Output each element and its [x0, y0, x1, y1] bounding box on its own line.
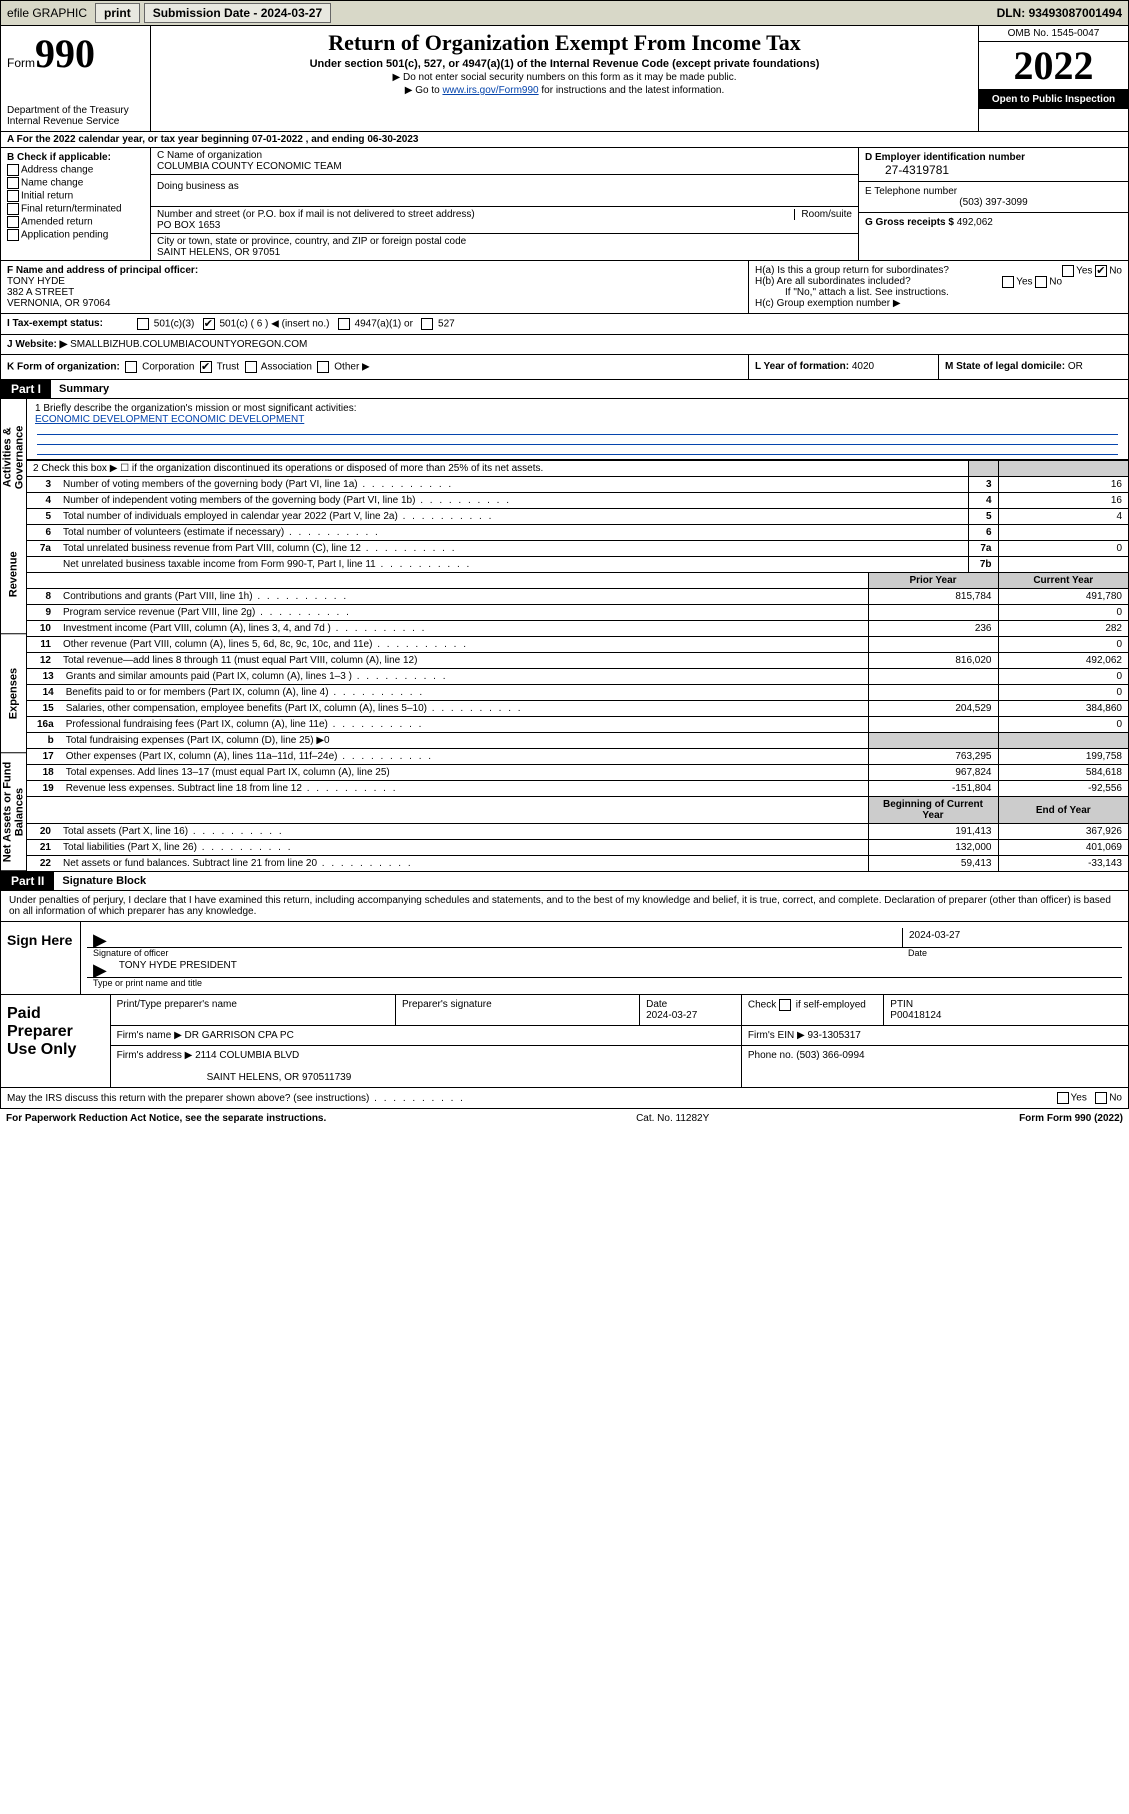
cb-name-change[interactable]: Name change — [7, 177, 144, 189]
firm-ein: 93-1305317 — [807, 1030, 860, 1041]
revenue-table: Prior YearCurrent Year 8Contributions an… — [27, 572, 1128, 668]
block-bcd: B Check if applicable: Address change Na… — [0, 148, 1129, 261]
cb-initial-return[interactable]: Initial return — [7, 190, 144, 202]
side-tabs: Activities & Governance Revenue Expenses… — [1, 399, 27, 871]
tab-net-assets: Net Assets or Fund Balances — [1, 753, 26, 871]
ptin-value: P00418124 — [890, 1010, 941, 1021]
line-a: A For the 2022 calendar year, or tax yea… — [0, 132, 1129, 148]
tab-expenses: Expenses — [1, 635, 26, 753]
form-header: Form990 Department of the Treasury Inter… — [0, 26, 1129, 132]
cb-final-return[interactable]: Final return/terminated — [7, 203, 144, 215]
col-d: D Employer identification number 27-4319… — [858, 148, 1128, 260]
telephone-value: (503) 397-3099 — [865, 197, 1122, 208]
row-klm: K Form of organization: Corporation Trus… — [0, 355, 1129, 380]
part1-header: Part I Summary — [0, 380, 1129, 399]
sign-here-label: Sign Here — [1, 922, 81, 994]
signature-block: Under penalties of perjury, I declare th… — [0, 891, 1129, 995]
top-bar: efile GRAPHIC print Submission Date - 20… — [0, 0, 1129, 26]
principal-officer: F Name and address of principal officer:… — [1, 261, 748, 313]
col-c: C Name of organization COLUMBIA COUNTY E… — [151, 148, 1128, 260]
signature-arrow-icon: ▶ — [87, 928, 113, 947]
net-assets-table: Beginning of Current YearEnd of Year 20T… — [27, 796, 1128, 871]
dln-label: DLN: 93493087001494 — [991, 4, 1128, 22]
page-footer: For Paperwork Reduction Act Notice, see … — [0, 1109, 1129, 1128]
org-city: SAINT HELENS, OR 97051 — [157, 247, 280, 258]
firm-name: DR GARRISON CPA PC — [185, 1030, 294, 1041]
header-left: Form990 Department of the Treasury Inter… — [1, 26, 151, 131]
row-j: J Website: ▶ SMALLBIZHUB.COLUMBIACOUNTYO… — [0, 335, 1129, 355]
mission-block: 1 Briefly describe the organization's mi… — [27, 399, 1128, 460]
row-fh: F Name and address of principal officer:… — [0, 261, 1129, 314]
omb-number: OMB No. 1545-0047 — [979, 26, 1128, 42]
form-title: Return of Organization Exempt From Incom… — [157, 30, 972, 56]
org-name: COLUMBIA COUNTY ECONOMIC TEAM — [157, 161, 852, 172]
cb-address-change[interactable]: Address change — [7, 164, 144, 176]
print-button[interactable]: print — [95, 3, 140, 23]
paid-preparer-block: Paid Preparer Use Only Print/Type prepar… — [0, 995, 1129, 1088]
tax-year: 2022 — [979, 42, 1128, 90]
ein-value: 27-4319781 — [865, 163, 1122, 177]
tab-revenue: Revenue — [1, 516, 26, 634]
governance-table: 2 Check this box ▶ ☐ if the organization… — [27, 460, 1128, 572]
group-return-block: H(a) Is this a group return for subordin… — [748, 261, 1128, 313]
header-title-block: Return of Organization Exempt From Incom… — [151, 26, 978, 131]
cb-discuss-no[interactable] — [1095, 1092, 1107, 1104]
tab-activities: Activities & Governance — [1, 399, 26, 516]
signature-date: 2024-03-27 — [902, 928, 1122, 947]
gross-receipts: 492,062 — [957, 217, 993, 228]
firm-phone: (503) 366-0994 — [796, 1050, 864, 1061]
expenses-table: 13Grants and similar amounts paid (Part … — [27, 668, 1128, 796]
col-b: B Check if applicable: Address change Na… — [1, 148, 151, 260]
cb-application-pending[interactable]: Application pending — [7, 229, 144, 241]
submission-date-button[interactable]: Submission Date - 2024-03-27 — [144, 3, 331, 23]
row-i: I Tax-exempt status: 501(c)(3) 501(c) ( … — [0, 314, 1129, 335]
name-arrow-icon: ▶ — [87, 958, 113, 977]
part2-header: Part II Signature Block — [0, 872, 1129, 891]
org-street: PO BOX 1653 — [157, 220, 220, 231]
summary-block: Activities & Governance Revenue Expenses… — [0, 399, 1129, 872]
irs-link[interactable]: www.irs.gov/Form990 — [442, 85, 538, 96]
officer-name: TONY HYDE PRESIDENT — [113, 958, 243, 977]
open-to-public-badge: Open to Public Inspection — [979, 90, 1128, 109]
irs-discuss-row: May the IRS discuss this return with the… — [0, 1088, 1129, 1109]
efile-label: efile GRAPHIC — [1, 4, 93, 22]
header-right: OMB No. 1545-0047 2022 Open to Public In… — [978, 26, 1128, 131]
cb-discuss-yes[interactable] — [1057, 1092, 1069, 1104]
cb-amended-return[interactable]: Amended return — [7, 216, 144, 228]
website-value: SMALLBIZHUB.COLUMBIACOUNTYOREGON.COM — [70, 339, 307, 350]
